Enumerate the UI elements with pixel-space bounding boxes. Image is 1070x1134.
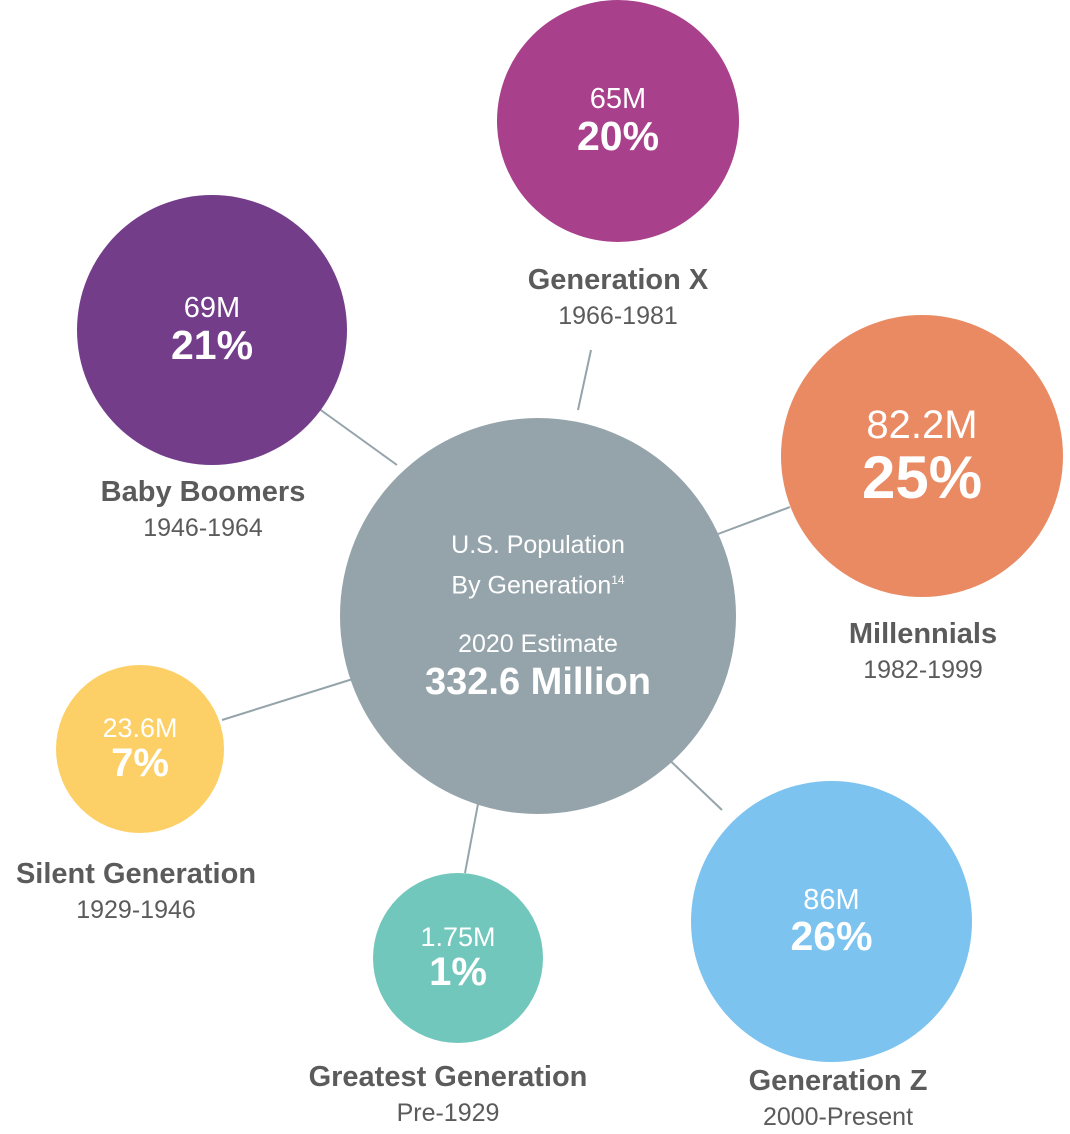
baby-boomers-bubble: 69M 21%: [77, 195, 347, 465]
population-percent: 21%: [170, 321, 254, 368]
greatest-generation-bubble: 1.75M 1%: [373, 873, 543, 1043]
generation-x-label: Generation X 1966-1981: [488, 261, 748, 333]
generation-years: 1929-1946: [76, 896, 196, 924]
generation-z-bubble: 86M 26%: [691, 781, 972, 1062]
greatest-generation-label: Greatest Generation Pre-1929: [270, 1058, 626, 1130]
silent-generation-bubble: 23.6M 7%: [56, 665, 224, 833]
center-title-line1: U.S. Population: [451, 531, 625, 560]
baby-boomers-label: Baby Boomers 1946-1964: [72, 473, 334, 545]
population-count: 1.75M: [420, 921, 496, 952]
generation-name: Generation Z: [748, 1065, 928, 1097]
population-count: 86M: [803, 883, 860, 916]
footnote-marker: 14: [611, 573, 625, 588]
generation-name: Greatest Generation: [308, 1061, 588, 1093]
population-count: 65M: [589, 83, 647, 116]
connector-mill: [717, 506, 791, 535]
population-percent: 25%: [861, 443, 983, 511]
population-count: 23.6M: [102, 712, 178, 743]
generation-years: 2000-Present: [762, 1103, 914, 1131]
estimate-label: 2020 Estimate: [458, 629, 618, 658]
population-percent: 1%: [429, 950, 487, 995]
center-title-line2: By Generation: [451, 571, 612, 600]
millennials-bubble: 82.2M 25%: [781, 315, 1063, 597]
population-count: 82.2M: [866, 402, 978, 447]
generation-name: Generation X: [527, 264, 709, 296]
population-percent: 26%: [790, 913, 873, 960]
total-population-value: 332.6 Million: [425, 660, 651, 703]
population-percent: 7%: [111, 741, 169, 786]
generation-name: Silent Generation: [15, 858, 257, 890]
total-population-bubble: U.S. Population By Generation14 2020 Est…: [340, 418, 736, 814]
population-percent: 20%: [576, 112, 660, 159]
generation-years: 1966-1981: [558, 302, 678, 330]
generation-name: Millennials: [848, 618, 998, 650]
population-count: 69M: [183, 292, 241, 325]
millennials-label: Millennials 1982-1999: [800, 615, 1046, 687]
generation-years: Pre-1929: [396, 1099, 500, 1127]
center-title: U.S. Population By Generation14: [451, 528, 625, 603]
generation-years: 1946-1964: [143, 514, 263, 542]
connector-genx: [577, 349, 592, 411]
connector-boom: [310, 402, 398, 466]
connector-silent: [221, 677, 357, 721]
silent-generation-label: Silent Generation 1929-1946: [0, 855, 272, 927]
generation-years: 1982-1999: [863, 656, 983, 684]
generation-name: Baby Boomers: [100, 476, 306, 508]
generation-z-label: Generation Z 2000-Present: [700, 1062, 976, 1134]
generation-x-bubble: 65M 20%: [497, 0, 739, 242]
